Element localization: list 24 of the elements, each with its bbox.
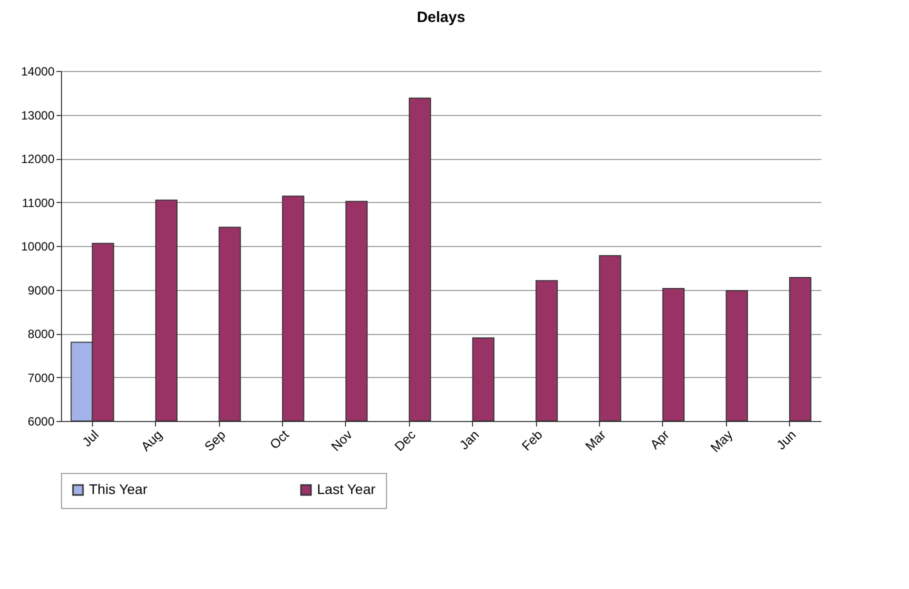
x-tick-label: Oct	[266, 426, 292, 452]
legend-label: This Year	[89, 481, 148, 497]
y-tick-label: 10000	[21, 240, 55, 254]
x-tick-label: Apr	[647, 426, 673, 452]
y-tick-label: 9000	[28, 283, 55, 298]
chart-title: Delays	[416, 9, 466, 26]
y-tick-label: 7000	[28, 370, 55, 385]
x-tick-label: Aug	[138, 427, 165, 454]
y-tick-label: 14000	[21, 64, 55, 78]
y-tick-label: 8000	[28, 327, 55, 341]
x-tick-label: Jun	[773, 427, 799, 453]
x-tick-label: Sep	[201, 427, 228, 454]
x-tick-label: Nov	[328, 426, 356, 454]
x-tick-label: May	[707, 426, 736, 456]
x-tick-label: Mar	[582, 426, 610, 454]
y-tick-label: 6000	[28, 414, 55, 428]
y-tick-label: 13000	[21, 108, 55, 122]
x-tick-label: Jan	[456, 427, 482, 453]
x-tick-label: Dec	[392, 426, 419, 454]
x-tick-label: Feb	[518, 427, 546, 454]
legend-label: Last Year	[317, 481, 376, 497]
y-tick-label: 12000	[21, 152, 55, 166]
x-tick-label: Jul	[79, 427, 102, 450]
y-tick-label: 11000	[22, 196, 55, 210]
